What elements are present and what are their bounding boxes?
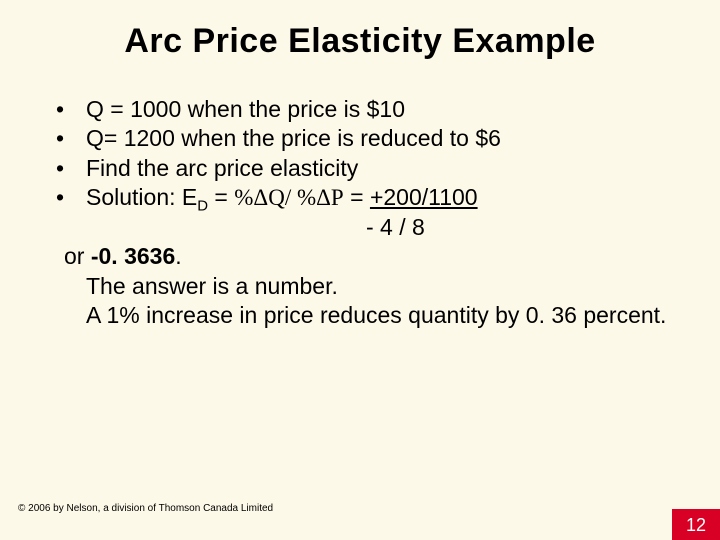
slide-title: Arc Price Elasticity Example xyxy=(0,0,720,61)
bullet-text: Q= 1200 when the price is reduced to $6 xyxy=(86,124,670,153)
copyright-footer: © 2006 by Nelson, a division of Thomson … xyxy=(18,503,273,514)
bullet-item: • Solution: ED = %ΔQ/ %ΔP = +200/1100 xyxy=(56,183,670,212)
bullet-item: • Q = 1000 when the price is $10 xyxy=(56,95,670,124)
bullet-dot-icon: • xyxy=(56,95,86,124)
equals-2: = xyxy=(344,184,370,210)
bullet-dot-icon: • xyxy=(56,124,86,153)
bullet-item: • Find the arc price elasticity xyxy=(56,154,670,183)
equals-1: = xyxy=(208,184,234,210)
bullet-text: Find the arc price elasticity xyxy=(86,154,670,183)
explain-line-1: The answer is a number. xyxy=(56,272,670,301)
result-line: or -0. 3636. xyxy=(56,242,670,271)
period: . xyxy=(175,243,181,269)
page-number: 12 xyxy=(672,509,720,540)
bullet-text: Solution: ED = %ΔQ/ %ΔP = +200/1100 xyxy=(86,183,670,212)
slide: Arc Price Elasticity Example • Q = 1000 … xyxy=(0,0,720,540)
bullet-text: Q = 1000 when the price is $10 xyxy=(86,95,670,124)
fraction-numerator: +200/1100 xyxy=(370,184,478,210)
bullet-dot-icon: • xyxy=(56,183,86,212)
slide-body: • Q = 1000 when the price is $10 • Q= 12… xyxy=(0,61,720,331)
bullet-dot-icon: • xyxy=(56,154,86,183)
subscript-d: D xyxy=(197,198,208,215)
result-value: -0. 3636 xyxy=(91,243,175,269)
explain-line-2: A 1% increase in price reduces quantity … xyxy=(56,301,670,330)
solution-label: Solution: E xyxy=(86,184,197,210)
or-text: or xyxy=(64,243,91,269)
fraction-denominator-line: - 4 / 8 xyxy=(56,213,670,242)
bullet-item: • Q= 1200 when the price is reduced to $… xyxy=(56,124,670,153)
formula-deltas: %ΔQ/ %ΔP xyxy=(234,185,343,210)
